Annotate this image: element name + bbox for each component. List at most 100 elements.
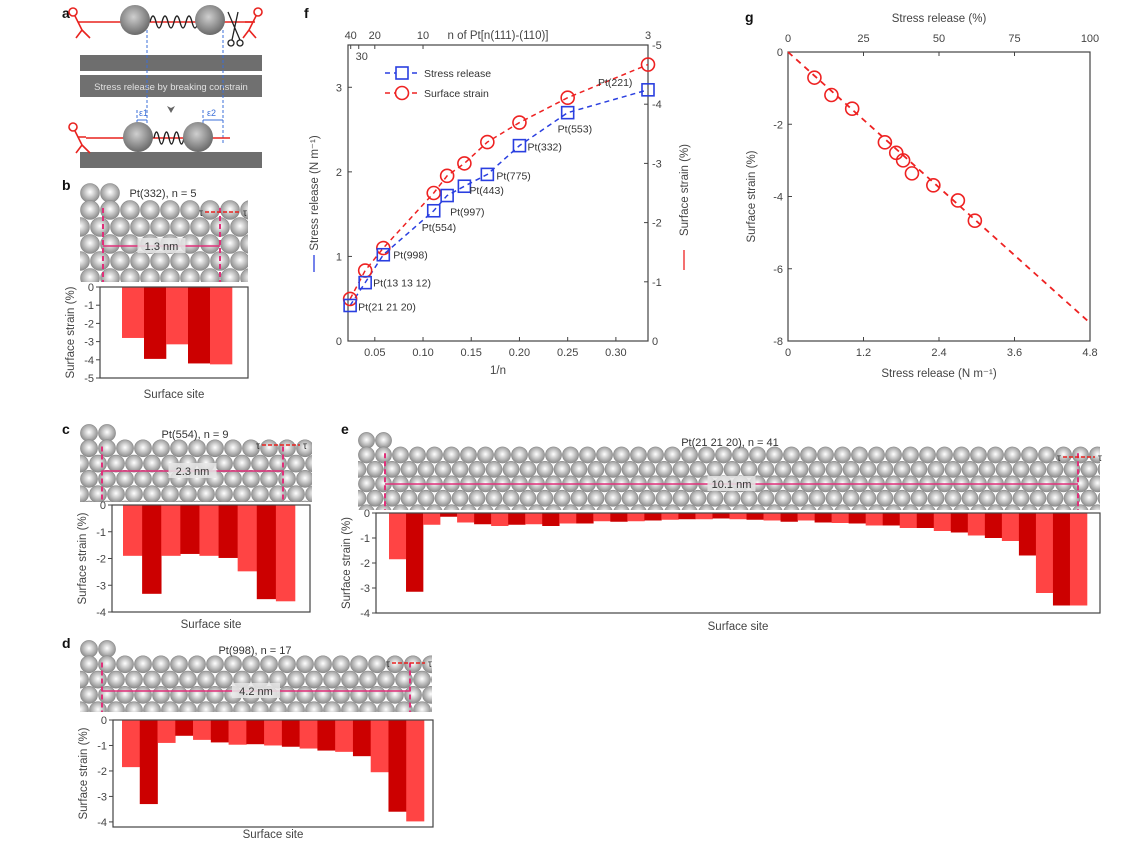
atom-sphere-icon [417,489,435,507]
atom-sphere-icon [100,268,120,282]
bar-site-20 [712,513,730,519]
y-tick-label: -1 [96,527,106,539]
atom-sphere-icon [417,461,435,478]
atom-sphere-icon [120,234,140,254]
atom-sphere-icon [233,701,251,712]
atom-sphere-icon [251,286,270,305]
stress-release-point [426,203,441,218]
atom-sphere-icon [84,500,94,502]
atom-sphere-icon [502,489,520,507]
atom-sphere-icon [927,461,945,478]
atom-sphere-icon [766,446,783,464]
atom-sphere-icon [323,455,340,472]
substrate-top [80,55,262,71]
schematic-panel-a: Stress release by breaking constrain ε1 … [68,5,263,168]
bar-site-8 [246,720,265,745]
label-bg [137,238,186,253]
atom-sphere-icon [130,217,150,237]
atom-sphere-icon [953,446,970,464]
atom-sphere-icon [910,461,928,478]
atom-sphere-icon [89,454,107,473]
atom-sphere-icon [689,461,707,478]
atom-sphere-icon [1021,504,1038,510]
atom-sphere-icon [528,446,545,464]
y-tick-label: -4 [773,192,783,204]
atom-sphere-icon [757,489,775,507]
atom-sphere-icon [740,461,758,478]
stress-release-point [457,179,472,194]
series-line-surface-strain [349,63,649,300]
banner-text: Stress release by breaking constrain [94,82,248,93]
atom-sphere-icon [460,504,477,510]
terrace-width-label: 4.2 nm [239,686,273,698]
atom-sphere-icon [358,446,375,464]
atom-sphere-icon [242,655,260,674]
y-tick-label: -5 [84,373,94,385]
atom-sphere-icon [638,489,656,507]
atom-sphere-icon [395,701,413,712]
atom-sphere-icon [140,200,160,220]
bar-site-36 [984,513,1003,538]
atom-sphere-icon [179,701,197,712]
chart-f: 0.05 0.10 0.15 0.20 0.25 0.3001230-1-2-3-4-54… [309,30,691,377]
bar-site-23 [763,513,781,521]
atom-sphere-icon [458,717,475,734]
atom-sphere-icon [655,489,673,507]
atom-sphere-icon [80,439,98,458]
y-axis-label: Surface strain (%) [65,286,77,378]
atom-sphere-icon [409,504,426,510]
atom-sphere-icon [246,500,256,502]
y-tick-label: -3 [96,580,106,592]
bar-site-10 [542,513,560,526]
atom-sphere-icon [80,701,89,712]
bar-site-11 [299,720,318,749]
y-tick-label: -2 [97,766,107,778]
atom-sphere-icon [1106,447,1122,463]
top-tick-label: 50 [933,33,945,45]
atom-sphere-icon [296,439,312,458]
atom-sphere-icon [314,655,332,674]
surface-strain-point [560,90,575,105]
atom-sphere-icon [579,504,596,510]
atom-sphere-icon [553,489,571,507]
bar-site-6 [210,720,229,743]
atom-sphere-icon [1063,461,1081,478]
atom-sphere-icon [494,504,511,510]
atom-sphere-icon [910,489,928,507]
atom-sphere-icon [596,446,613,464]
bar-site-3 [161,505,181,556]
atom-sphere-icon [413,670,431,689]
atom-sphere-icon [107,701,125,712]
atom-sphere-icon [817,504,834,510]
atom-sphere-icon [271,286,290,305]
atom-sphere-icon [1021,446,1038,464]
terrace-width-label: 1.3 nm [145,241,179,253]
x-axis-label: Surface site [144,389,205,401]
atom-sphere-icon [240,268,248,282]
y-tick-label: -3 [97,791,107,803]
legend-label-stress: Stress release [424,68,491,80]
bar-site-1 [389,513,407,560]
stress-release-point [512,138,527,153]
atom-sphere-icon [278,655,296,674]
bar-chart-b: 0 -1 -2 -3 -4 -5 Surface site Surface strain (%… [65,282,249,401]
atom-sphere-icon [150,217,170,237]
y-tick-label: 0 [364,508,370,520]
atom-sphere-icon [1115,461,1131,477]
atom-sphere-icon [287,701,305,712]
y-axis-label: Stress release (N m⁻¹) [309,135,321,251]
atom-sphere-icon [323,486,340,503]
x-axis-label: 1/n [490,365,506,377]
atom-sphere-icon [1029,489,1047,507]
atom-sphere-icon [723,461,741,478]
atom-sphere-icon [528,504,545,510]
atom-sphere-icon [449,702,466,719]
atom-sphere-icon [287,454,305,473]
atom-sphere-icon [80,424,98,442]
x-tick-label: 0 [785,347,791,359]
atom-sphere-icon [350,686,368,704]
atom-sphere-icon [242,470,260,488]
bar-site-10 [281,720,300,747]
atom-sphere-icon [842,461,860,478]
